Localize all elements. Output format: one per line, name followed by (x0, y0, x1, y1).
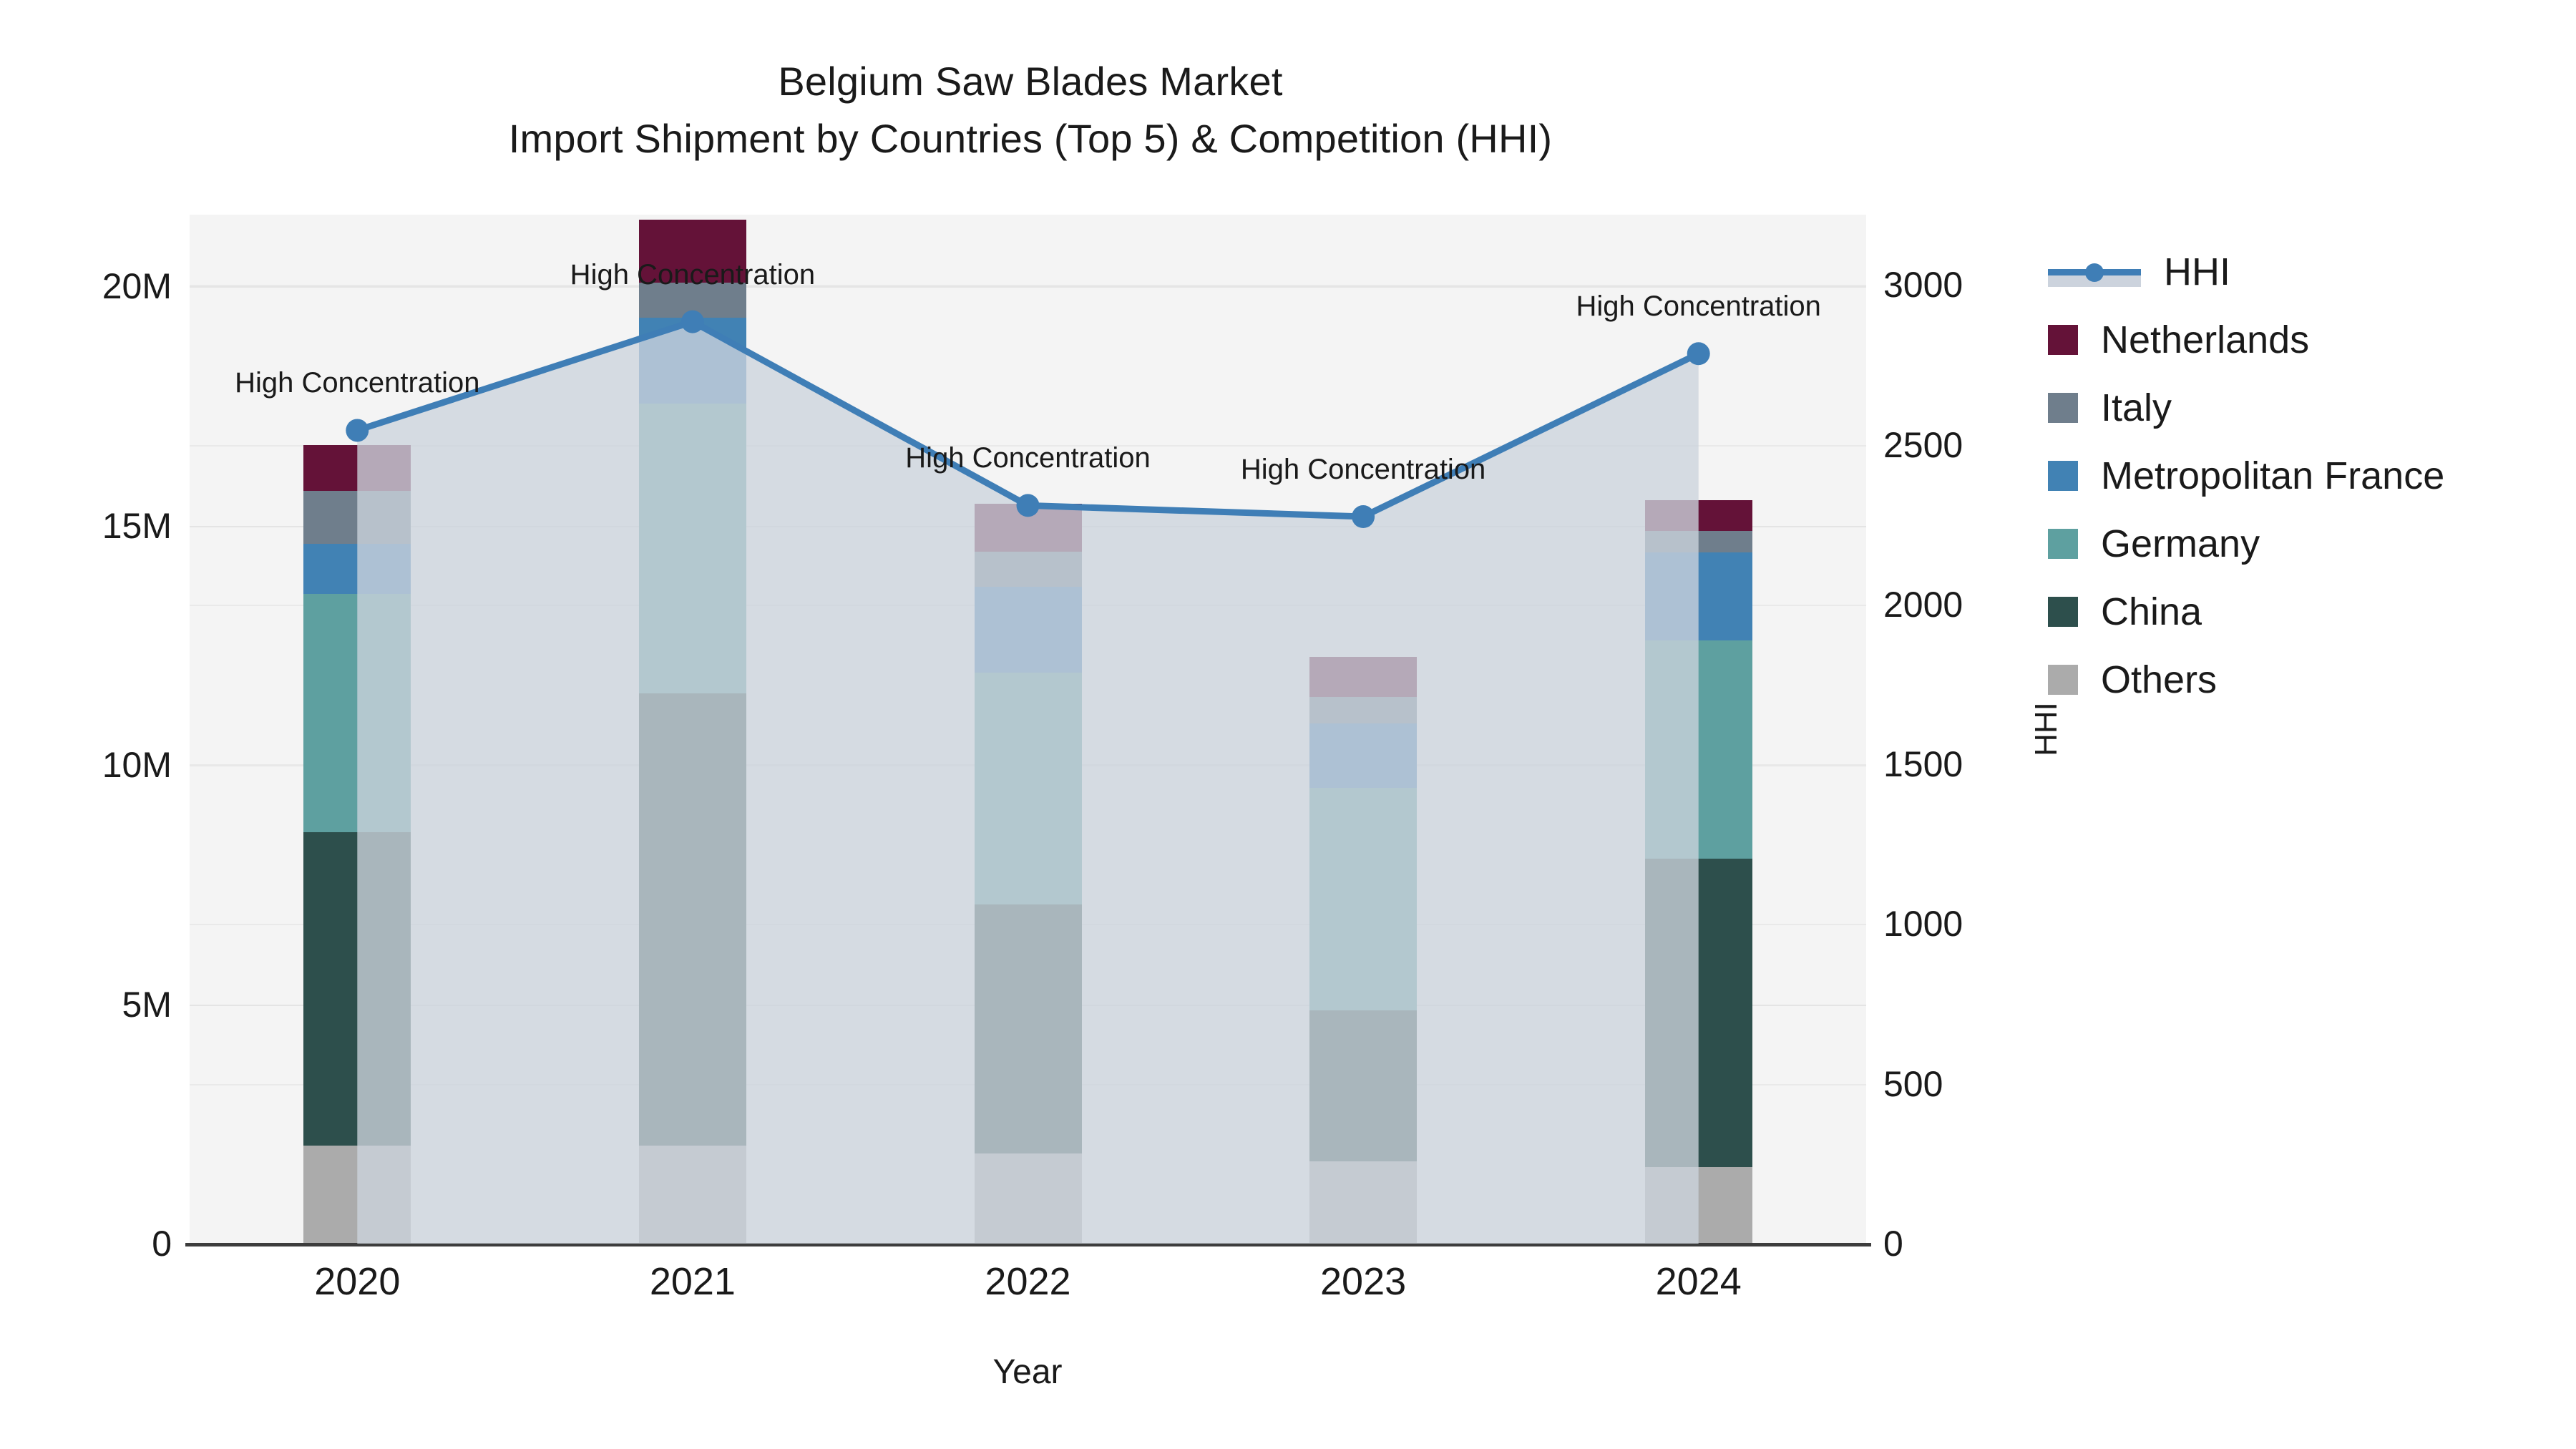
legend-color-swatch (2048, 460, 2078, 491)
bar-segment[interactable] (1309, 788, 1418, 1011)
gridline (190, 286, 1866, 288)
bar-segment[interactable] (1644, 1167, 1752, 1244)
bar-group-2021[interactable] (638, 215, 746, 1244)
x-axis-tick-label: 2022 (985, 1260, 1071, 1303)
bar-segment[interactable] (638, 219, 746, 283)
bar-segment[interactable] (974, 586, 1082, 673)
bar-segment[interactable] (638, 317, 746, 404)
bar-segment[interactable] (1309, 657, 1418, 698)
bar-segment[interactable] (1644, 552, 1752, 640)
annotation-high-concentration: High Concentration (905, 442, 1151, 474)
x-axis-tick-label: 2020 (314, 1260, 401, 1303)
chart-title-block: Belgium Saw Blades Market Import Shipmen… (0, 53, 2061, 167)
bar-segment[interactable] (303, 445, 411, 491)
legend-item-others[interactable]: Others (2048, 645, 2444, 713)
legend-item-label: Others (2101, 658, 2218, 701)
legend-color-swatch (2048, 596, 2078, 627)
annotation-high-concentration: High Concentration (235, 367, 480, 399)
legend-item-label: Italy (2101, 386, 2172, 429)
chart-subtitle: Import Shipment by Countries (Top 5) & C… (508, 115, 1553, 161)
bar-segment[interactable] (1644, 500, 1752, 532)
secondary-y-axis-tick-label: 2000 (1883, 584, 1963, 625)
legend-item-label: Germany (2101, 522, 2260, 565)
bar-segment[interactable] (638, 693, 746, 1146)
legend-item-hhi[interactable]: HHI (2048, 238, 2444, 306)
x-axis-title: Year (992, 1353, 1063, 1391)
x-axis-tick-label: 2024 (1655, 1260, 1742, 1303)
x-axis-tick-label: 2021 (649, 1260, 736, 1303)
secondary-y-axis-tick-label: 2500 (1883, 424, 1963, 465)
bar-group-2023[interactable] (1309, 215, 1418, 1244)
bar-segment[interactable] (1309, 723, 1418, 789)
secondary-y-axis-tick-label: 1500 (1883, 744, 1963, 785)
bar-segment[interactable] (1309, 697, 1418, 723)
bar-segment[interactable] (1644, 640, 1752, 859)
y-axis-tick-label: 20M (102, 266, 172, 307)
bar-segment[interactable] (303, 1145, 411, 1244)
bar-segment[interactable] (1309, 1010, 1418, 1161)
bar-segment[interactable] (303, 490, 411, 544)
bar-segment[interactable] (303, 831, 411, 1146)
page-title: Belgium Saw Blades Market (778, 59, 1283, 104)
legend-item-label: HHI (2164, 250, 2230, 293)
legend-line-marker (2048, 257, 2141, 287)
bar-segment[interactable] (974, 504, 1082, 552)
annotation-high-concentration: High Concentration (1576, 291, 1821, 323)
legend-item-china[interactable]: China (2048, 577, 2444, 645)
secondary-y-axis-tick-label: 0 (1883, 1224, 1903, 1264)
bar-segment[interactable] (303, 543, 411, 594)
secondary-y-axis-tick-label: 3000 (1883, 265, 1963, 306)
x-axis-line (185, 1243, 1871, 1246)
bar-segment[interactable] (974, 673, 1082, 905)
bar-segment[interactable] (974, 1153, 1082, 1244)
bar-group-2022[interactable] (974, 215, 1082, 1244)
bar-segment[interactable] (974, 551, 1082, 587)
legend-item-germany[interactable]: Germany (2048, 509, 2444, 577)
bar-segment[interactable] (974, 904, 1082, 1154)
legend-item-italy[interactable]: Italy (2048, 374, 2444, 441)
bar-segment[interactable] (1644, 858, 1752, 1167)
legend-item-metropolitan-france[interactable]: Metropolitan France (2048, 441, 2444, 509)
annotation-high-concentration: High Concentration (570, 258, 816, 291)
secondary-y-axis-tick-label: 500 (1883, 1063, 1943, 1104)
legend-color-swatch (2048, 324, 2078, 355)
legend-item-label: Metropolitan France (2101, 454, 2445, 497)
bar-group-2024[interactable] (1644, 215, 1752, 1244)
legend-item-label: China (2101, 590, 2202, 633)
legend-color-swatch (2048, 392, 2078, 423)
legend-dot-marker (2085, 263, 2104, 282)
y-axis-tick-label: 5M (122, 984, 172, 1025)
legend-item-netherlands[interactable]: Netherlands (2048, 306, 2444, 374)
bar-segment[interactable] (638, 404, 746, 693)
x-axis-tick-label: 2023 (1320, 1260, 1407, 1303)
bar-segment[interactable] (1309, 1161, 1418, 1244)
legend: HHI Netherlands Italy Metropolitan France Ge… (2048, 238, 2444, 713)
secondary-y-axis-tick-label: 1000 (1883, 904, 1963, 945)
y-axis-tick-label: 15M (102, 505, 172, 546)
legend-color-swatch (2048, 664, 2078, 695)
annotation-high-concentration: High Concentration (1240, 454, 1486, 486)
bar-segment[interactable] (1644, 531, 1752, 553)
bar-segment[interactable] (638, 1145, 746, 1244)
y-axis-tick-label: 0 (152, 1224, 172, 1264)
legend-item-label: Netherlands (2101, 318, 2310, 361)
gridline-secondary (190, 285, 1866, 287)
y-axis-tick-label: 10M (102, 745, 172, 786)
bar-segment[interactable] (303, 593, 411, 832)
legend-color-swatch (2048, 528, 2078, 559)
